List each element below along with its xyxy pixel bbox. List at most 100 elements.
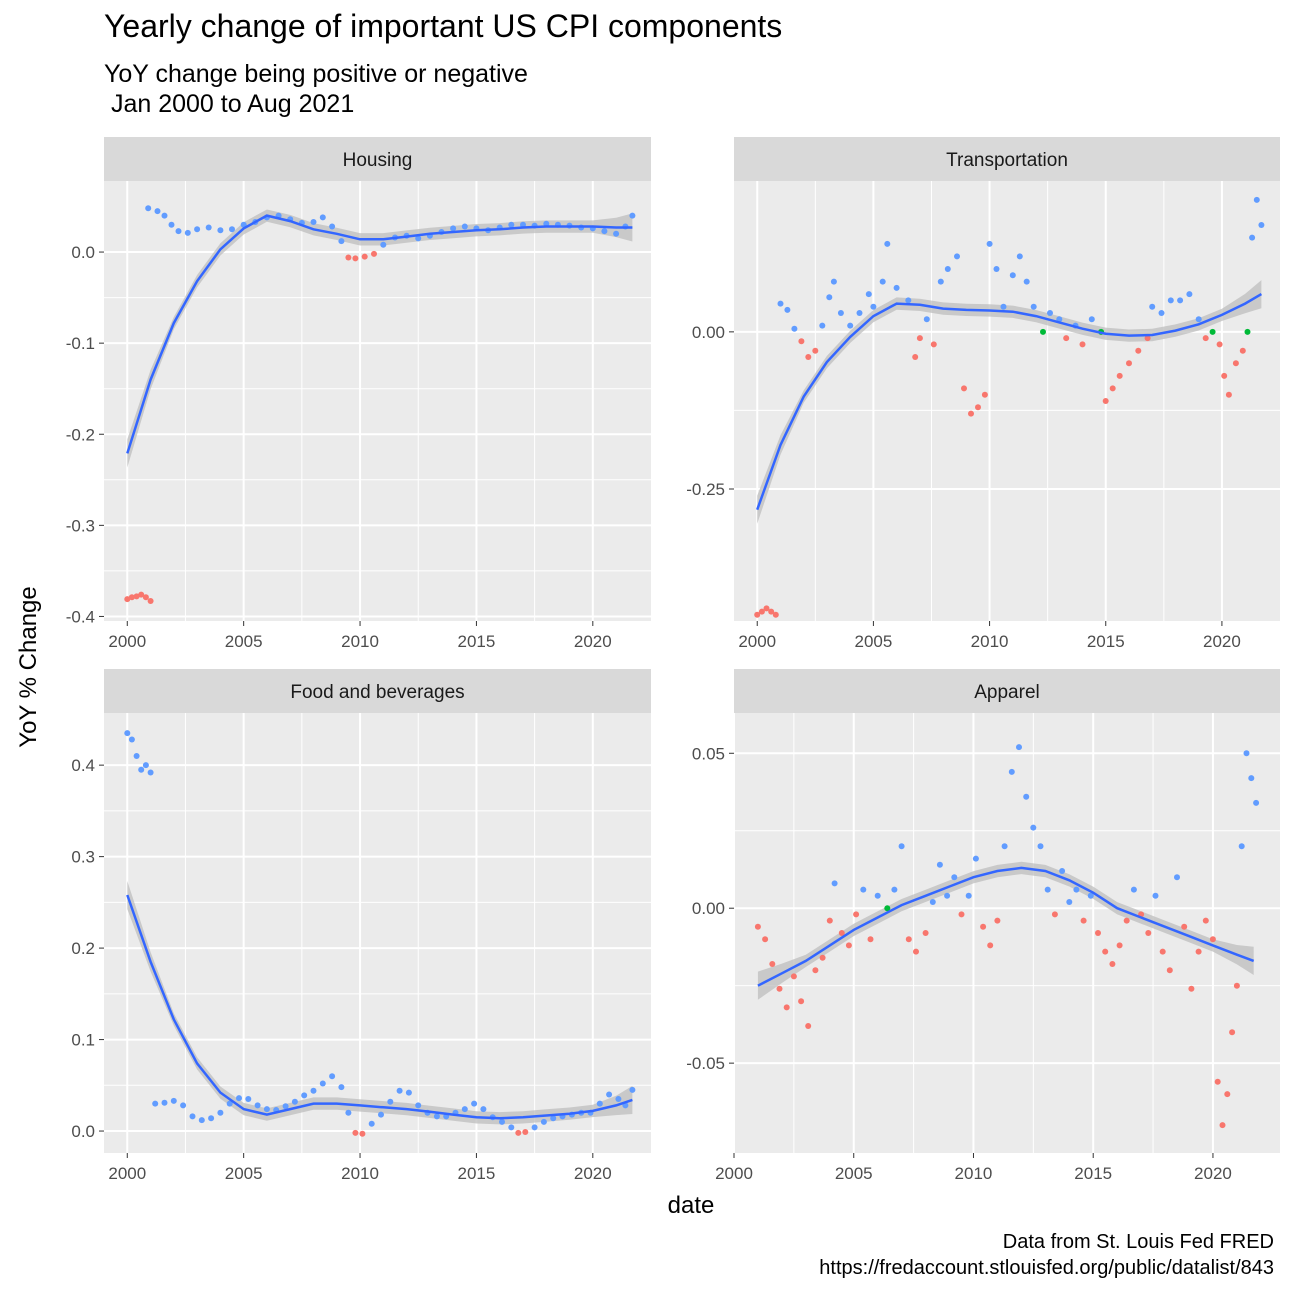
data-point	[1209, 936, 1216, 943]
y-tick-label: -0.05	[686, 1054, 725, 1073]
data-point	[236, 1095, 242, 1102]
data-point	[898, 843, 905, 850]
data-point	[1225, 391, 1232, 398]
data-point	[147, 769, 154, 776]
x-tick-label: 2000	[108, 632, 146, 651]
data-point	[929, 899, 936, 905]
data-point	[615, 1096, 622, 1102]
data-point	[329, 223, 336, 230]
data-point	[596, 1100, 603, 1107]
data-point	[1253, 799, 1260, 806]
data-point	[798, 998, 805, 1005]
panel-background	[734, 713, 1280, 1153]
data-point	[1080, 917, 1087, 924]
y-tick-label: 0.00	[692, 323, 725, 342]
data-point	[161, 1099, 168, 1106]
data-point	[867, 936, 874, 943]
data-point	[905, 297, 912, 304]
x-tick-label: 2000	[108, 1164, 146, 1183]
data-point	[550, 1115, 557, 1122]
data-point	[944, 892, 951, 899]
data-point	[1202, 335, 1209, 342]
panel-background	[734, 181, 1280, 621]
data-point	[175, 228, 182, 235]
x-tick-label: 2000	[715, 1164, 753, 1183]
x-axis-title: date	[668, 1192, 715, 1219]
data-point	[128, 736, 135, 743]
data-point	[1047, 310, 1053, 316]
data-point	[831, 880, 838, 887]
data-point	[1195, 948, 1202, 955]
data-point	[1249, 234, 1256, 241]
data-point	[913, 948, 919, 955]
data-point	[853, 911, 860, 918]
data-point	[396, 1087, 403, 1094]
data-point	[142, 762, 149, 769]
data-point	[845, 942, 852, 949]
data-point	[860, 886, 867, 893]
data-point	[784, 306, 791, 313]
data-point	[1095, 930, 1101, 936]
data-point	[359, 1130, 366, 1137]
data-point	[1109, 961, 1116, 967]
data-point	[133, 753, 140, 759]
data-point	[893, 284, 900, 291]
data-point	[972, 855, 979, 862]
data-point	[1023, 793, 1030, 800]
data-point	[368, 1120, 375, 1127]
data-point	[352, 1129, 359, 1136]
x-tick-label: 2005	[835, 1164, 873, 1183]
data-point	[965, 892, 972, 899]
data-point	[1126, 360, 1132, 367]
data-point	[1040, 328, 1046, 335]
data-point	[865, 291, 872, 298]
data-point	[531, 1124, 538, 1131]
data-point	[147, 598, 154, 604]
data-point	[1023, 278, 1030, 285]
data-point	[1088, 316, 1095, 323]
data-point	[812, 347, 819, 354]
data-point	[980, 923, 987, 930]
data-point	[968, 410, 974, 417]
data-point	[433, 1113, 440, 1120]
facet-housing: Housing 2000 2005 2010 2015 2020 0.0 -0.1 -0.2 -0…	[66, 137, 651, 651]
smooth-confidence-band	[757, 861, 1254, 1000]
data-point	[1232, 360, 1239, 367]
data-point	[1145, 930, 1152, 936]
data-point	[145, 205, 152, 212]
facet-transportation: Transportation 2000 2005 2010 2015 2020 0.00 -0…	[686, 137, 1280, 651]
facet-strip	[104, 137, 651, 181]
data-point	[1059, 868, 1066, 874]
data-point	[461, 223, 468, 230]
data-point	[245, 1096, 252, 1102]
x-tick-label: 2020	[574, 1164, 612, 1183]
data-point	[819, 322, 826, 329]
facet-strip	[734, 137, 1280, 181]
x-tick-label: 2010	[955, 1164, 993, 1183]
data-point	[1030, 303, 1037, 310]
data-point	[1030, 824, 1037, 831]
x-tick-label: 2020	[1203, 632, 1241, 651]
data-point	[1109, 385, 1116, 392]
y-tick-label: -0.3	[66, 516, 95, 535]
data-point	[168, 221, 175, 228]
facet-food-and-beverages: Food and beverages 2000 2005 2010 2015 2020 0.…	[71, 669, 651, 1183]
data-point	[1167, 297, 1174, 304]
data-point	[170, 1097, 177, 1104]
data-point	[1102, 398, 1109, 404]
data-point	[856, 310, 863, 316]
data-point	[1229, 1029, 1236, 1036]
data-point	[205, 224, 212, 231]
data-point	[1066, 899, 1073, 905]
data-point	[217, 227, 224, 234]
x-tick-label: 2005	[854, 632, 892, 651]
data-point	[1152, 892, 1159, 899]
data-point	[152, 1100, 159, 1107]
data-point	[961, 385, 967, 392]
data-point	[812, 967, 819, 974]
data-point	[981, 391, 988, 398]
data-point	[1123, 917, 1130, 924]
y-tick-label: -0.2	[66, 425, 95, 444]
data-point	[762, 936, 769, 943]
data-point	[540, 1118, 547, 1125]
